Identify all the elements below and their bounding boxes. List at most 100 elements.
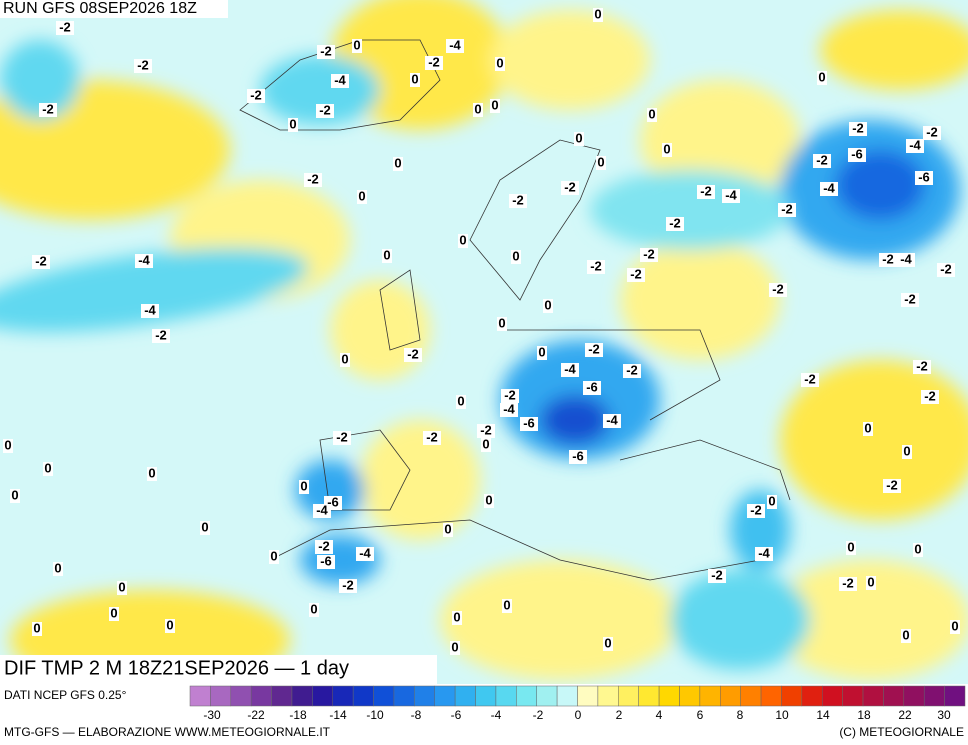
contour-label: 0 (544, 297, 551, 312)
contour-label-bg (443, 523, 453, 537)
contour-label: 0 (604, 635, 611, 650)
contour-label: -2 (886, 477, 898, 492)
colorbar-swatch (312, 685, 334, 707)
contour-label: 0 (118, 579, 125, 594)
colorbar-swatch (210, 685, 232, 707)
contour-label: 0 (33, 620, 40, 635)
contour-label: 0 (110, 605, 117, 620)
contour-label: 0 (201, 519, 208, 534)
contour-label: -6 (586, 379, 598, 394)
colorbar-swatch (373, 685, 395, 707)
contour-label-bg (3, 439, 13, 453)
contour-label: 0 (491, 97, 498, 112)
contour-label: -4 (316, 502, 328, 517)
contour-label: 0 (394, 155, 401, 170)
contour-label: -2 (512, 192, 524, 207)
contour-label: -2 (42, 101, 54, 116)
contour-label-bg (901, 629, 911, 643)
contour-label-bg (623, 364, 641, 378)
contour-label: -4 (909, 137, 921, 152)
contour-label-bg (662, 143, 672, 157)
colorbar-swatch (230, 685, 252, 707)
title-box (0, 655, 437, 684)
colorbar-swatch (842, 685, 864, 707)
contour-label: -2 (904, 291, 916, 306)
contour-label-bg (39, 103, 57, 117)
colorbar-swatch (903, 685, 925, 707)
contour-label-bg (863, 422, 873, 436)
colorbar-swatch (597, 685, 619, 707)
contour-label: 0 (594, 6, 601, 21)
run-label: RUN GFS 08SEP2026 18Z (3, 0, 197, 17)
contour-label-bg (915, 171, 933, 185)
contour-label-bg (778, 203, 796, 217)
contour-label-bg (596, 156, 606, 170)
contour-label: 0 (411, 71, 418, 86)
contour-label: -6 (523, 415, 535, 430)
contour-label: 0 (951, 618, 958, 633)
contour-label-bg (923, 126, 941, 140)
contour-label: -2 (250, 87, 262, 102)
contour-label: 0 (903, 443, 910, 458)
contour-label: -2 (137, 57, 149, 72)
contour-label-bg (393, 157, 403, 171)
contour-label: -2 (590, 258, 602, 273)
contour-label-bg (587, 260, 605, 274)
contour-label: 0 (166, 617, 173, 632)
contour-label: -2 (816, 152, 828, 167)
contour-label: -2 (318, 538, 330, 553)
contour-label-bg (769, 283, 787, 297)
contour-label-bg (299, 480, 309, 494)
contour-label: 0 (11, 487, 18, 502)
contour-label: 0 (54, 560, 61, 575)
colorbar-swatch (720, 685, 741, 707)
contour-label: -2 (916, 358, 928, 373)
contour-label: 0 (148, 465, 155, 480)
contour-label-bg (425, 56, 443, 70)
contour-label: -2 (155, 327, 167, 342)
contour-label: -6 (327, 494, 339, 509)
colorbar-swatch (699, 685, 721, 707)
contour-label-bg (53, 562, 63, 576)
contour-label-bg (10, 489, 20, 503)
contour-label-bg (950, 620, 960, 634)
contour-label: 0 (270, 548, 277, 563)
colorbar-label: -8 (411, 708, 422, 722)
contour-label: 0 (383, 247, 390, 262)
colorbar-label: 10 (775, 708, 789, 722)
contour-label: -2 (842, 575, 854, 590)
contour-label: -2 (700, 183, 712, 198)
contour-label: -4 (758, 545, 770, 560)
colorbar-label: 30 (937, 708, 951, 722)
contour-label-bg (331, 74, 349, 88)
contour-label: 0 (485, 492, 492, 507)
footer-right: (C) METEOGIORNALE (839, 725, 964, 739)
contour-label-bg (200, 521, 210, 535)
contour-label: -2 (772, 281, 784, 296)
contour-label: 0 (597, 154, 604, 169)
contour-label-bg (134, 59, 152, 73)
contour-label-bg (640, 248, 658, 262)
contour-label: -4 (138, 252, 150, 267)
contour-label-bg (356, 547, 374, 561)
contour-label: 0 (498, 315, 505, 330)
contour-label-bg (901, 293, 919, 307)
contour-label: 0 (496, 55, 503, 70)
footer-left: MTG-GFS — ELABORAZIONE WWW.METEOGIORNALE… (4, 725, 331, 739)
contour-label-bg (569, 450, 587, 464)
colorbar-swatch (923, 685, 945, 707)
contour-label: 0 (474, 101, 481, 116)
contour-label-bg (316, 104, 334, 118)
contour-label: 0 (575, 130, 582, 145)
contour-label: 0 (512, 248, 519, 263)
contour-label: -2 (669, 215, 681, 230)
map-title: DIF TMP 2 M 18Z21SEP2026 — 1 day (4, 657, 349, 679)
contour-label: -4 (564, 361, 576, 376)
colorbar-swatch (862, 685, 884, 707)
contour-label-bg (913, 360, 931, 374)
contour-label: 0 (300, 478, 307, 493)
contour-label: -4 (606, 412, 618, 427)
contour-label-bg (500, 403, 518, 417)
contour-label: -2 (307, 171, 319, 186)
